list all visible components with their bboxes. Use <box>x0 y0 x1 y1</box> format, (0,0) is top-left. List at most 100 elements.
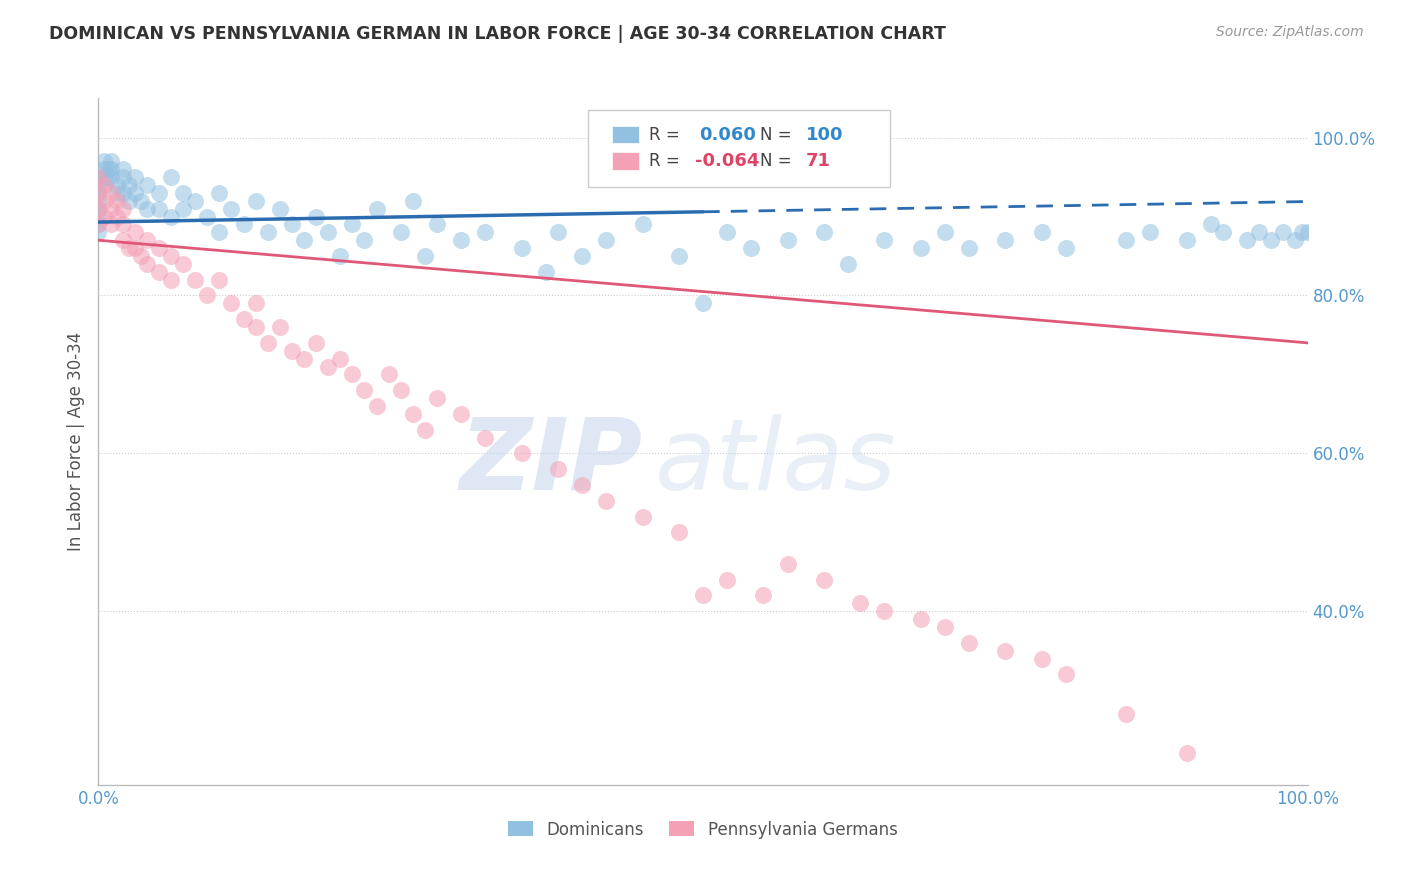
Text: 0.060: 0.060 <box>699 126 756 144</box>
Point <box>135 233 157 247</box>
Point <box>1272 225 1295 239</box>
Point <box>160 273 183 287</box>
Point <box>256 225 278 239</box>
Point <box>269 320 291 334</box>
Point <box>305 335 328 350</box>
Point <box>716 573 738 587</box>
Point <box>957 636 980 650</box>
Point <box>124 170 146 185</box>
Point <box>184 194 207 208</box>
Point <box>1212 225 1234 239</box>
Point <box>105 194 128 208</box>
Point <box>87 202 110 216</box>
Text: Source: ZipAtlas.com: Source: ZipAtlas.com <box>1216 25 1364 39</box>
Point <box>849 596 872 610</box>
Point <box>93 154 115 169</box>
Point <box>389 383 412 397</box>
Point <box>595 233 617 247</box>
Point <box>353 383 375 397</box>
Point <box>1249 225 1271 239</box>
Point <box>934 620 956 634</box>
Point <box>1175 747 1198 761</box>
Point <box>93 210 115 224</box>
Point <box>160 210 183 224</box>
Point <box>366 399 388 413</box>
Legend: Dominicans, Pennsylvania Germans: Dominicans, Pennsylvania Germans <box>502 814 904 846</box>
Point <box>292 233 315 247</box>
Point <box>111 233 134 247</box>
Point <box>305 210 328 224</box>
Point <box>87 186 110 200</box>
Point <box>547 225 569 239</box>
Point <box>100 218 122 232</box>
Text: 100: 100 <box>806 126 844 144</box>
Point <box>752 589 775 603</box>
Point <box>135 257 157 271</box>
Point <box>353 233 375 247</box>
Point <box>105 210 128 224</box>
Point <box>873 233 896 247</box>
Point <box>631 509 654 524</box>
Point <box>813 225 835 239</box>
Point <box>329 249 352 263</box>
Text: 71: 71 <box>806 152 831 169</box>
Point <box>957 241 980 255</box>
Y-axis label: In Labor Force | Age 30-34: In Labor Force | Age 30-34 <box>66 332 84 551</box>
Point <box>124 241 146 255</box>
Point <box>195 288 218 302</box>
Text: N =: N = <box>759 152 792 169</box>
Point <box>87 194 110 208</box>
Point <box>87 210 110 224</box>
Point <box>100 170 122 185</box>
Point <box>87 218 110 232</box>
Point <box>595 493 617 508</box>
Point <box>316 359 339 374</box>
Point <box>87 186 110 200</box>
Point <box>510 446 533 460</box>
Point <box>1296 225 1319 239</box>
Point <box>994 233 1017 247</box>
Point <box>377 368 399 382</box>
Point <box>148 265 170 279</box>
Point <box>281 343 304 358</box>
Point <box>124 225 146 239</box>
Point <box>366 202 388 216</box>
Point <box>97 162 120 177</box>
Point <box>474 225 496 239</box>
Point <box>100 202 122 216</box>
Text: R =: R = <box>648 152 679 169</box>
Point <box>256 335 278 350</box>
Point <box>118 194 141 208</box>
Point <box>105 178 128 192</box>
Point <box>413 249 436 263</box>
Point <box>873 604 896 618</box>
Point <box>316 225 339 239</box>
Point <box>934 225 956 239</box>
Point <box>426 218 449 232</box>
Point <box>510 241 533 255</box>
Point <box>93 194 115 208</box>
Point <box>994 644 1017 658</box>
Point <box>93 178 115 192</box>
Point <box>776 557 799 571</box>
Point <box>910 241 932 255</box>
Point <box>692 296 714 310</box>
Point <box>208 225 231 239</box>
Point <box>87 218 110 232</box>
Text: R =: R = <box>648 126 679 144</box>
Point <box>195 210 218 224</box>
Point <box>692 589 714 603</box>
Point <box>87 170 110 185</box>
Point <box>172 186 194 200</box>
Point <box>716 225 738 239</box>
Point <box>160 249 183 263</box>
Point <box>208 186 231 200</box>
Point <box>1199 218 1222 232</box>
Point <box>124 186 146 200</box>
Point <box>221 296 243 310</box>
Point <box>148 202 170 216</box>
Point <box>87 225 110 239</box>
Point <box>100 162 122 177</box>
Point <box>910 612 932 626</box>
Point <box>111 186 134 200</box>
